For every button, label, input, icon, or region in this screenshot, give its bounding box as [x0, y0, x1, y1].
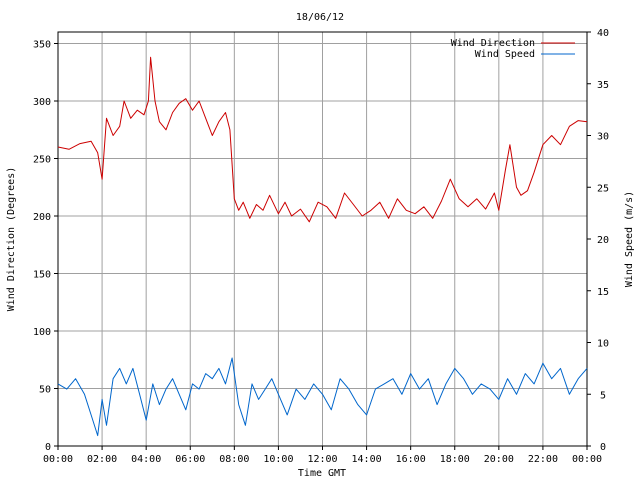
legend-label-wind-speed: Wind Speed — [475, 49, 535, 60]
x-tick-label: 04:00 — [131, 454, 161, 465]
y-left-tick-label: 150 — [33, 270, 51, 281]
x-tick-label: 02:00 — [87, 454, 117, 465]
y-axis-left-label: Wind Direction (Degrees) — [6, 167, 17, 312]
y-right-tick-label: 0 — [600, 442, 606, 453]
y-left-tick-label: 300 — [33, 97, 51, 108]
x-tick-label: 16:00 — [396, 454, 426, 465]
y-left-tick-label: 200 — [33, 212, 51, 223]
legend: Wind Direction Wind Speed — [451, 38, 575, 60]
y-right-tick-label: 5 — [600, 390, 606, 401]
y-right-tick-label: 10 — [597, 339, 609, 350]
y-right-tick-label: 30 — [597, 132, 609, 143]
y-right-tick-label: 20 — [597, 235, 609, 246]
x-axis-label: Time GMT — [298, 468, 346, 479]
y-right-tick-label: 40 — [597, 28, 609, 39]
y-axis-right-label: Wind Speed (m/s) — [624, 191, 635, 287]
x-tick-label: 10:00 — [263, 454, 293, 465]
y-left-tick-label: 100 — [33, 327, 51, 338]
series-line-wind-direction — [57, 56, 588, 223]
x-tick-label: 00:00 — [43, 454, 73, 465]
legend-label-wind-direction: Wind Direction — [451, 38, 535, 49]
y-left-tick-label: 0 — [45, 442, 51, 453]
series — [57, 56, 588, 437]
grid — [58, 32, 587, 446]
series-line-wind-speed — [57, 357, 588, 437]
y-left-tick-label: 50 — [39, 385, 51, 396]
x-tick-label: 22:00 — [528, 454, 558, 465]
x-tick-label: 14:00 — [352, 454, 382, 465]
chart-title: 18/06/12 — [296, 12, 344, 23]
x-tick-label: 00:00 — [572, 454, 602, 465]
ticks: 00:00 02:00 04:00 06:00 08:00 10:00 12:00 14:00… — [33, 28, 609, 465]
x-tick-label: 20:00 — [484, 454, 514, 465]
y-right-tick-label: 25 — [597, 183, 609, 194]
x-tick-label: 12:00 — [307, 454, 337, 465]
y-right-tick-label: 15 — [597, 287, 609, 298]
x-tick-label: 18:00 — [440, 454, 470, 465]
y-left-tick-label: 250 — [33, 155, 51, 166]
y-left-tick-label: 350 — [33, 40, 51, 51]
y-right-tick-label: 35 — [597, 80, 609, 91]
x-tick-label: 06:00 — [175, 454, 205, 465]
x-tick-label: 08:00 — [219, 454, 249, 465]
